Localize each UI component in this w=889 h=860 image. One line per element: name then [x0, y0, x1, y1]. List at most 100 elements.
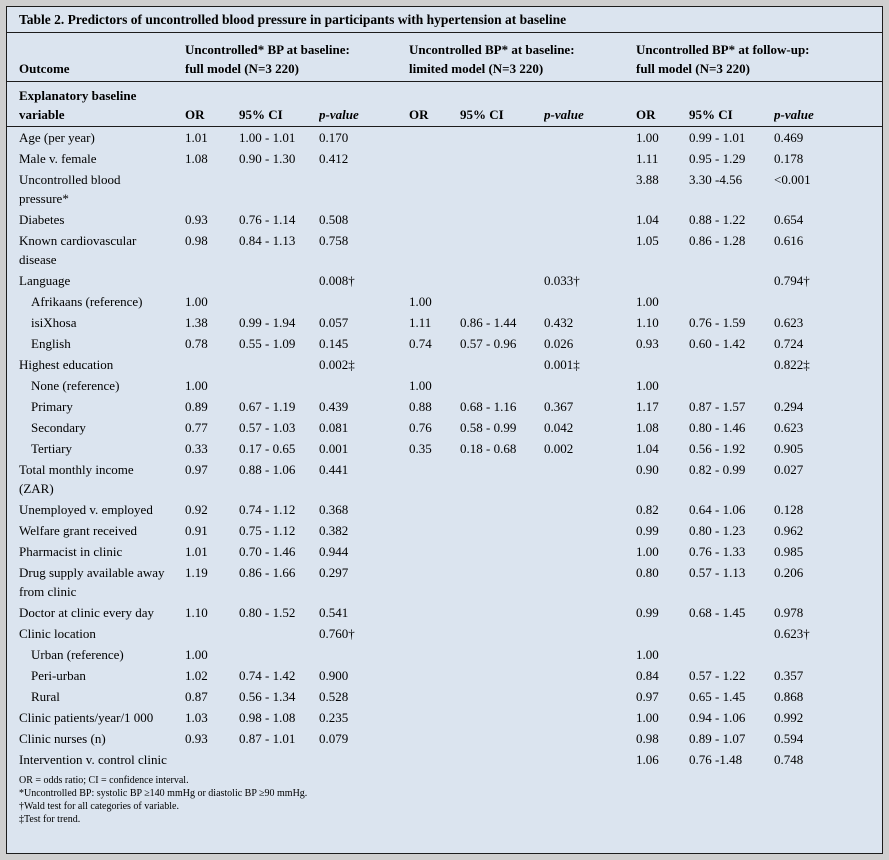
pvalue-cell: 0.985	[774, 544, 804, 559]
pvalue-cell: 0.594	[774, 731, 804, 746]
ci-cell: 0.89 - 1.07	[689, 731, 746, 746]
ci-cell: 0.57 - 1.13	[689, 565, 746, 580]
or-cell: 0.82	[636, 502, 659, 517]
ci-cell	[460, 291, 544, 312]
ci-cell: 0.58 - 0.99	[460, 420, 517, 435]
ci-cell: 0.88 - 1.06	[239, 462, 296, 477]
outcome-header: Outcome	[7, 33, 185, 82]
table-row: Uncontrolled blood pressure* 3.88 3.30 -4.…	[7, 169, 882, 209]
or-header: OR	[409, 81, 461, 127]
pvalue-cell: 0.382	[319, 523, 349, 538]
table-row: Pharmacist in clinic 1.01 0.70 - 1.46 0.944…	[7, 541, 882, 562]
ci-cell	[689, 270, 774, 291]
pvalue-cell	[544, 728, 636, 749]
pvalue-cell: 0.079	[319, 731, 349, 746]
group-title-line1: Uncontrolled BP* at baseline:	[409, 42, 575, 57]
pvalue-cell: 0.508	[319, 212, 349, 227]
row-label: Welfare grant received	[19, 523, 138, 538]
ci-cell: 0.84 - 1.13	[239, 233, 296, 248]
ci-cell	[460, 520, 544, 541]
pvalue-cell	[544, 209, 636, 230]
table-title: Table 2. Predictors of uncontrolled bloo…	[7, 7, 882, 33]
pvalue-cell	[319, 644, 409, 665]
row-label: Age (per year)	[19, 130, 95, 145]
or-cell: 1.38	[185, 315, 208, 330]
pvalue-cell: 0.439	[319, 399, 349, 414]
or-cell: 1.00	[636, 294, 659, 309]
ci-cell: 0.75 - 1.12	[239, 523, 296, 538]
ci-cell: 0.64 - 1.06	[689, 502, 746, 517]
group-title-line1: Uncontrolled* BP at baseline:	[185, 42, 350, 57]
pvalue-cell	[544, 148, 636, 169]
or-cell: 0.77	[185, 420, 208, 435]
pvalue-cell: 0.002	[544, 441, 574, 456]
ci-cell	[460, 354, 544, 375]
pvalue-cell: 0.905	[774, 441, 804, 456]
pvalue-cell: 0.042	[544, 420, 574, 435]
row-label: Uncontrolled blood pressure*	[19, 172, 121, 206]
or-cell: 1.00	[409, 294, 432, 309]
ci-cell	[460, 665, 544, 686]
row-label: Primary	[31, 399, 73, 414]
footnotes: OR = odds ratio; CI = confidence interva…	[7, 770, 882, 830]
ci-cell	[689, 354, 774, 375]
ci-cell: 0.56 - 1.34	[239, 689, 296, 704]
pvalue-cell	[544, 459, 636, 499]
or-cell: 3.88	[636, 172, 659, 187]
or-cell: 0.87	[185, 689, 208, 704]
or-cell	[409, 459, 460, 499]
table2-card: Table 2. Predictors of uncontrolled bloo…	[6, 6, 883, 854]
variable-header-line1: Explanatory baseline	[19, 88, 137, 103]
pvalue-cell: 0.297	[319, 565, 349, 580]
pvalue-header: p-value	[319, 81, 410, 127]
ci-cell: 0.99 - 1.01	[689, 130, 746, 145]
ci-cell	[460, 459, 544, 499]
or-cell	[409, 499, 460, 520]
or-cell: 0.33	[185, 441, 208, 456]
ci-cell: 0.87 - 1.57	[689, 399, 746, 414]
row-label: Clinic patients/year/1 000	[19, 710, 154, 725]
table-row: English 0.78 0.55 - 1.09 0.145 0.74 0.57 - 0.…	[7, 333, 882, 354]
row-label: Afrikaans (reference)	[31, 294, 143, 309]
ci-header: 95% CI	[239, 81, 319, 127]
row-label: Known cardiovascular disease	[19, 233, 137, 267]
ci-cell	[460, 562, 544, 602]
pvalue-cell: 0.623	[774, 315, 804, 330]
or-cell: 1.11	[409, 315, 432, 330]
pvalue-cell: 0.008†	[319, 273, 355, 288]
ci-cell	[460, 148, 544, 169]
pvalue-cell: 0.541	[319, 605, 349, 620]
ci-cell: 0.94 - 1.06	[689, 710, 746, 725]
row-label: Pharmacist in clinic	[19, 544, 123, 559]
ci-cell	[689, 644, 774, 665]
pvalue-cell	[544, 749, 636, 770]
pvalue-cell: 0.206	[774, 565, 804, 580]
ci-cell	[460, 209, 544, 230]
pvalue-cell: 0.623†	[774, 626, 810, 641]
or-cell	[636, 354, 689, 375]
table-row: Intervention v. control clinic 1.06 0.76 -…	[7, 749, 882, 770]
or-cell: 0.78	[185, 336, 208, 351]
ci-cell	[460, 644, 544, 665]
pvalue-cell: 0.294	[774, 399, 804, 414]
or-cell: 1.05	[636, 233, 659, 248]
column-group-header-row: Outcome Uncontrolled* BP at baseline: fu…	[7, 33, 882, 82]
table-body: Age (per year) 1.01 1.00 - 1.01 0.170 1.00 0.…	[7, 127, 882, 771]
ci-cell	[460, 127, 544, 149]
or-cell: 0.90	[636, 462, 659, 477]
row-label: None (reference)	[31, 378, 120, 393]
row-label: Doctor at clinic every day	[19, 605, 154, 620]
pvalue-cell	[544, 623, 636, 644]
pvalue-cell: 0.758	[319, 233, 349, 248]
table-row: Peri-urban 1.02 0.74 - 1.42 0.900 0.84 0.57 -…	[7, 665, 882, 686]
pvalue-cell	[544, 541, 636, 562]
ci-cell: 0.88 - 1.22	[689, 212, 746, 227]
pvalue-cell	[544, 127, 636, 149]
ci-cell	[460, 728, 544, 749]
or-cell: 0.98	[185, 233, 208, 248]
ci-cell	[460, 169, 544, 209]
or-cell: 0.91	[185, 523, 208, 538]
table-row: Tertiary 0.33 0.17 - 0.65 0.001 0.35 0.18 - 0…	[7, 438, 882, 459]
or-cell: 1.00	[185, 378, 208, 393]
